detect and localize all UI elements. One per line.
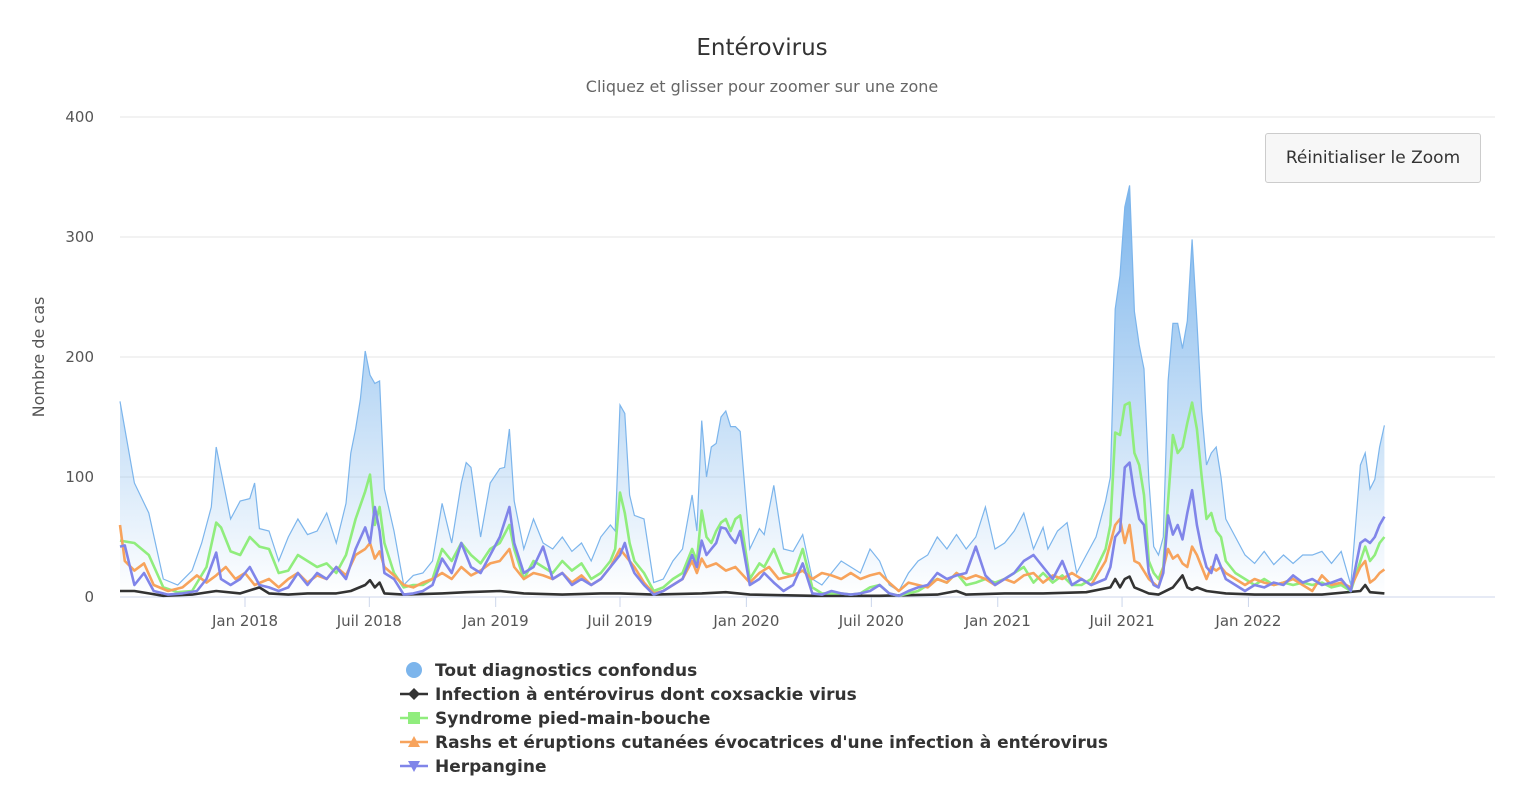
series-line-4 — [119, 461, 1386, 598]
plot-series — [118, 185, 1386, 598]
legend-marker-triangle — [408, 736, 420, 747]
reset-zoom-button[interactable]: Réinitialiser le Zoom — [1265, 133, 1481, 183]
y-axis-label: Nombre de cas — [29, 297, 48, 418]
y-tick-label: 200 — [65, 348, 94, 366]
x-tick-label: Jan 2021 — [964, 612, 1031, 630]
chart-title: Entérovirus — [696, 35, 827, 61]
legend-marker-circle — [406, 662, 422, 678]
series-line-0 — [119, 185, 1385, 592]
x-tick-label: Juil 2019 — [586, 612, 652, 630]
series-line-3 — [118, 517, 1386, 595]
legend-label: Rashs et éruptions cutanées évocatrices … — [435, 733, 1108, 753]
x-tick-label: Jan 2022 — [1214, 612, 1281, 630]
legend-marker-square — [408, 712, 420, 724]
series-line-1 — [120, 574, 1385, 598]
legend-label: Infection à entérovirus dont coxsackie v… — [435, 685, 857, 705]
legend-item[interactable]: Rashs et éruptions cutanées évocatrices … — [400, 733, 1108, 753]
series-line-2 — [119, 401, 1386, 598]
legend-label: Syndrome pied-main-bouche — [435, 709, 710, 729]
legend-label: Tout diagnostics confondus — [435, 661, 697, 681]
x-tick-label: Jan 2018 — [211, 612, 278, 630]
series-area-fill — [120, 185, 1385, 597]
x-tick-label: Juil 2018 — [336, 612, 402, 630]
legend: Tout diagnostics confondus Infection à en… — [400, 661, 1108, 777]
y-axis-ticks: 0 100 200 300 400 — [65, 108, 94, 606]
y-tick-label: 400 — [65, 108, 94, 126]
legend-item[interactable]: Tout diagnostics confondus — [406, 661, 697, 681]
y-tick-label: 100 — [65, 468, 94, 486]
legend-label: Herpangine — [435, 757, 547, 777]
chart-subtitle: Cliquez et glisser pour zoomer sur une z… — [586, 77, 938, 96]
legend-item[interactable]: Herpangine — [400, 757, 547, 777]
x-axis-ticks: Jan 2018 Juil 2018 Jan 2019 Juil 2019 Jan 20… — [211, 597, 1281, 630]
y-tick-label: 0 — [84, 588, 94, 606]
legend-item[interactable]: Infection à entérovirus dont coxsackie v… — [400, 685, 857, 705]
legend-item[interactable]: Syndrome pied-main-bouche — [400, 709, 710, 729]
x-tick-label: Jan 2020 — [712, 612, 779, 630]
legend-marker-triangle-down — [408, 761, 420, 772]
legend-marker-diamond — [408, 688, 420, 700]
x-tick-label: Juil 2021 — [1088, 612, 1154, 630]
x-tick-label: Jan 2019 — [462, 612, 529, 630]
x-tick-label: Juil 2020 — [838, 612, 904, 630]
y-tick-label: 300 — [65, 228, 94, 246]
